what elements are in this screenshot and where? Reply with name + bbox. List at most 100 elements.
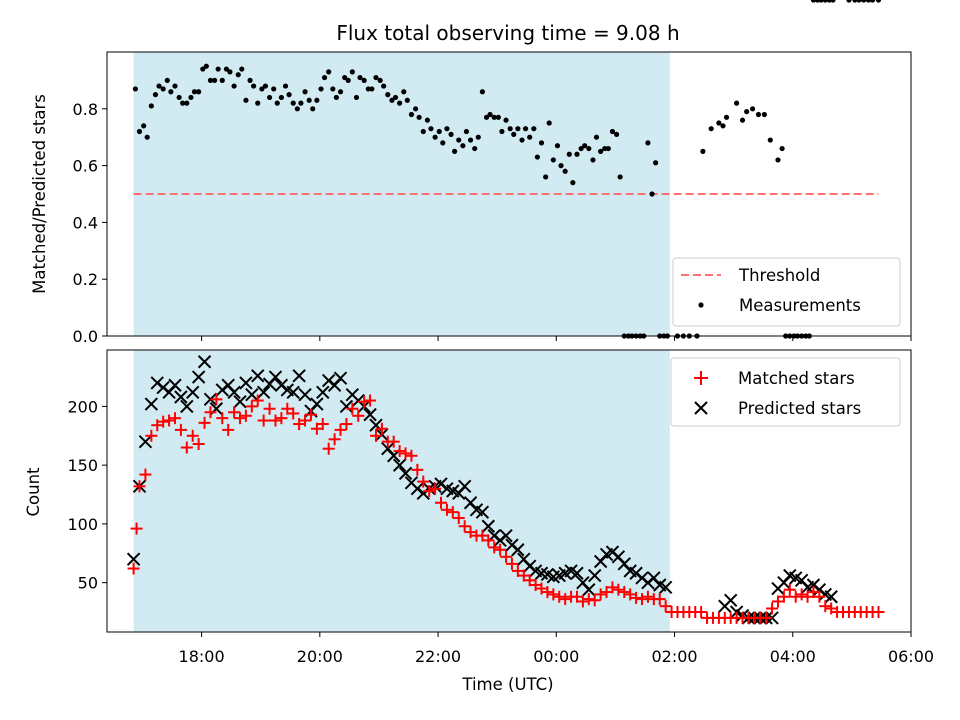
matched-star-point: [429, 482, 442, 495]
measurement-point: [235, 72, 241, 78]
measurement-point: [302, 89, 308, 95]
measurement-point: [211, 77, 218, 83]
predicted-star-point: [582, 582, 596, 597]
measurement-point: [503, 117, 509, 123]
measurement-point: [251, 83, 257, 89]
measurement-point: [278, 94, 284, 101]
measurement-point: [566, 151, 572, 157]
measurement-point: [822, 0, 828, 3]
measurement-point: [708, 126, 714, 132]
matched-star-point: [399, 447, 412, 460]
measurement-point: [404, 97, 410, 103]
matched-star-point: [405, 449, 418, 462]
measurement-point: [392, 94, 399, 101]
measurement-point: [487, 111, 493, 118]
matched-star-point: [275, 412, 288, 425]
measurement-point: [412, 106, 419, 112]
measurement-point: [852, 0, 858, 3]
matched-star-point: [411, 463, 424, 476]
legend-measurements-label: Measurements: [739, 296, 861, 315]
predicted-star-point: [723, 593, 738, 607]
measurement-point: [605, 145, 611, 152]
matched-star-point: [340, 418, 353, 431]
measurement-point: [262, 83, 269, 89]
matched-star-point: [783, 583, 796, 596]
measurement-point: [720, 123, 726, 129]
measurement-point: [590, 157, 596, 163]
matched-star-point: [127, 562, 140, 575]
matched-star-point: [168, 412, 181, 425]
measurement-point: [460, 143, 466, 149]
matched-star-point: [494, 543, 507, 556]
legend-measurements-swatch: [698, 302, 704, 308]
predicted-star-point: [333, 371, 348, 385]
matched-star-point: [387, 435, 400, 448]
measurement-point: [519, 137, 525, 143]
measurement-point: [444, 126, 450, 132]
measurement-point: [744, 109, 750, 115]
measurement-point: [546, 120, 552, 126]
matched-star-point: [245, 400, 258, 413]
matched-star-point: [216, 412, 229, 425]
measurement-point: [377, 77, 383, 83]
measurement-point: [534, 154, 540, 160]
x-tick-label: 22:00: [415, 647, 461, 666]
predicted-star-point: [256, 385, 271, 400]
predicted-star-point: [588, 568, 602, 583]
measurement-point: [818, 0, 824, 3]
measurement-point: [558, 163, 564, 169]
matched-star-point: [346, 402, 359, 415]
measurement-point: [613, 131, 620, 137]
measurement-point: [440, 140, 446, 146]
measurement-point: [448, 131, 454, 137]
measurement-point: [424, 117, 431, 123]
matched-star-point: [210, 393, 223, 406]
measurement-point: [491, 114, 497, 120]
top-y-tick-label: 0.4: [73, 213, 98, 232]
predicted-star-point: [398, 466, 413, 481]
matched-star-point: [369, 429, 382, 442]
measurement-point: [191, 89, 198, 95]
measurement-point: [215, 66, 221, 72]
measurement-point: [259, 86, 265, 92]
measurement-point: [349, 69, 355, 75]
predicted-star-point: [658, 580, 673, 595]
matched-star-point: [547, 588, 560, 601]
measurement-point: [593, 134, 600, 140]
matched-star-point: [760, 611, 773, 624]
measurement-point: [306, 97, 312, 103]
measurement-point: [227, 69, 233, 75]
top-y-ticks: 0.0 0.2 0.4 0.6 0.8: [73, 100, 107, 346]
matched-star-point: [204, 406, 217, 419]
measurement-point: [231, 83, 237, 89]
bottom-legend: Matched stars Predicted stars: [670, 357, 901, 427]
measurement-point: [436, 128, 442, 135]
measurement-point: [385, 92, 391, 98]
measurement-point: [755, 111, 762, 118]
predicted-star-point: [268, 370, 283, 384]
matched-star-point: [234, 412, 247, 425]
measurement-point: [598, 148, 604, 154]
measurement-point: [200, 66, 206, 72]
top-y-axis-label: Matched/Predicted stars: [30, 94, 49, 294]
measurement-point: [239, 66, 245, 72]
predicted-star-point: [570, 566, 584, 580]
top-x-ticks: [201, 336, 912, 341]
measurement-point: [243, 97, 249, 103]
measurement-point: [310, 106, 316, 112]
measurement-point: [467, 137, 474, 143]
measurement-point: [207, 77, 214, 83]
matched-star-point: [630, 591, 643, 604]
measurement-point: [515, 126, 521, 132]
measurement-point: [846, 0, 852, 3]
matched-star-point: [180, 441, 193, 454]
measurement-point: [132, 86, 138, 92]
measurement-point: [865, 0, 872, 3]
measurement-point: [749, 106, 756, 112]
predicted-star-point: [168, 378, 182, 392]
bottom-y-tick-label: 200: [67, 397, 98, 416]
bottom-axes-frame: [106, 349, 912, 633]
matched-star-point: [659, 600, 672, 613]
measurement-point: [775, 157, 781, 163]
matched-star-point: [334, 423, 347, 436]
